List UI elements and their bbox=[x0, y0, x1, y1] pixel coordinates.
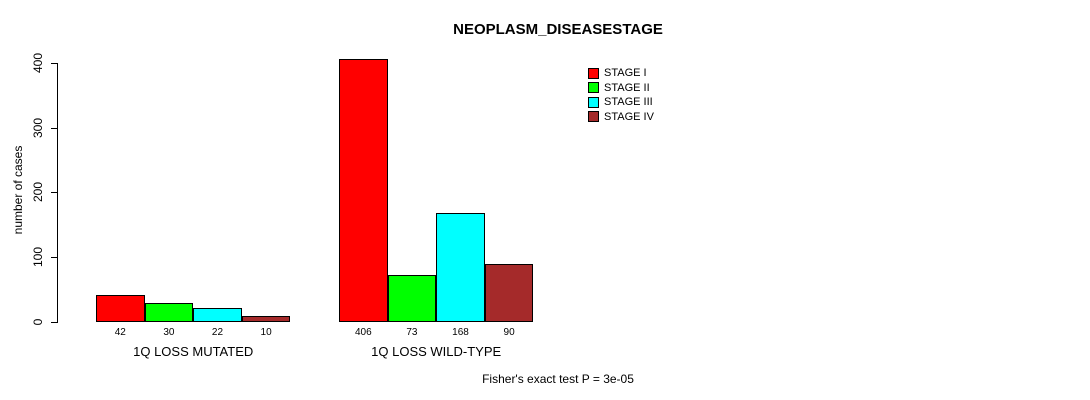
bar-stage-i bbox=[339, 58, 388, 322]
bar-value-label: 10 bbox=[260, 327, 272, 338]
y-tick-label: 100 bbox=[31, 247, 45, 268]
legend-label: STAGE IV bbox=[604, 110, 654, 123]
legend-item-stage-i: STAGE I bbox=[588, 66, 654, 81]
legend-label: STAGE III bbox=[604, 96, 653, 109]
bar-value-label: 73 bbox=[406, 327, 418, 338]
bar-stage-iv bbox=[484, 263, 534, 322]
legend-swatch-stage-ii bbox=[588, 82, 599, 94]
bar-stage-iii bbox=[193, 307, 242, 322]
bar-value-label: 22 bbox=[211, 327, 224, 338]
y-tick-label: 300 bbox=[31, 117, 45, 138]
y-tick bbox=[51, 322, 58, 323]
annotation-text: Fisher's exact test P = 3e-05 bbox=[482, 372, 634, 386]
legend-label: STAGE I bbox=[604, 67, 647, 80]
y-tick-label: 400 bbox=[31, 52, 45, 73]
legend-item-stage-iv: STAGE IV bbox=[588, 110, 654, 125]
y-tick-label: 200 bbox=[31, 182, 45, 203]
bar-value-label: 168 bbox=[452, 327, 469, 338]
y-tick bbox=[51, 192, 58, 194]
bar-value-label: 90 bbox=[503, 327, 515, 338]
legend-label: STAGE II bbox=[604, 81, 650, 94]
bar-stage-ii bbox=[387, 274, 437, 322]
y-tick bbox=[51, 127, 58, 129]
legend-swatch-stage-iii bbox=[588, 96, 599, 108]
legend-swatch-stage-iv bbox=[588, 111, 599, 123]
legend-item-stage-iii: STAGE III bbox=[588, 95, 654, 110]
legend-swatch-stage-i bbox=[588, 67, 599, 79]
legend-item-stage-ii: STAGE II bbox=[588, 81, 654, 96]
bar-value-label: 42 bbox=[114, 327, 126, 338]
bar-value-label: 30 bbox=[163, 327, 175, 338]
bar-stage-iv bbox=[241, 315, 291, 322]
chart-title: NEOPLASM_DISEASESTAGE bbox=[453, 21, 663, 38]
bar-stage-i bbox=[96, 294, 145, 322]
group-label: 1Q LOSS MUTATED bbox=[133, 344, 254, 359]
bar-stage-ii bbox=[144, 302, 194, 322]
y-tick bbox=[51, 62, 58, 64]
bar-value-label: 406 bbox=[354, 327, 372, 338]
y-tick bbox=[51, 257, 58, 259]
legend: STAGE I STAGE II STAGE III STAGE IV bbox=[588, 66, 654, 124]
group-label: 1Q LOSS WILD-TYPE bbox=[371, 344, 502, 359]
y-tick-label: 0 bbox=[31, 318, 45, 326]
y-axis-label: number of cases bbox=[11, 145, 25, 235]
bar-stage-iii bbox=[436, 213, 485, 322]
